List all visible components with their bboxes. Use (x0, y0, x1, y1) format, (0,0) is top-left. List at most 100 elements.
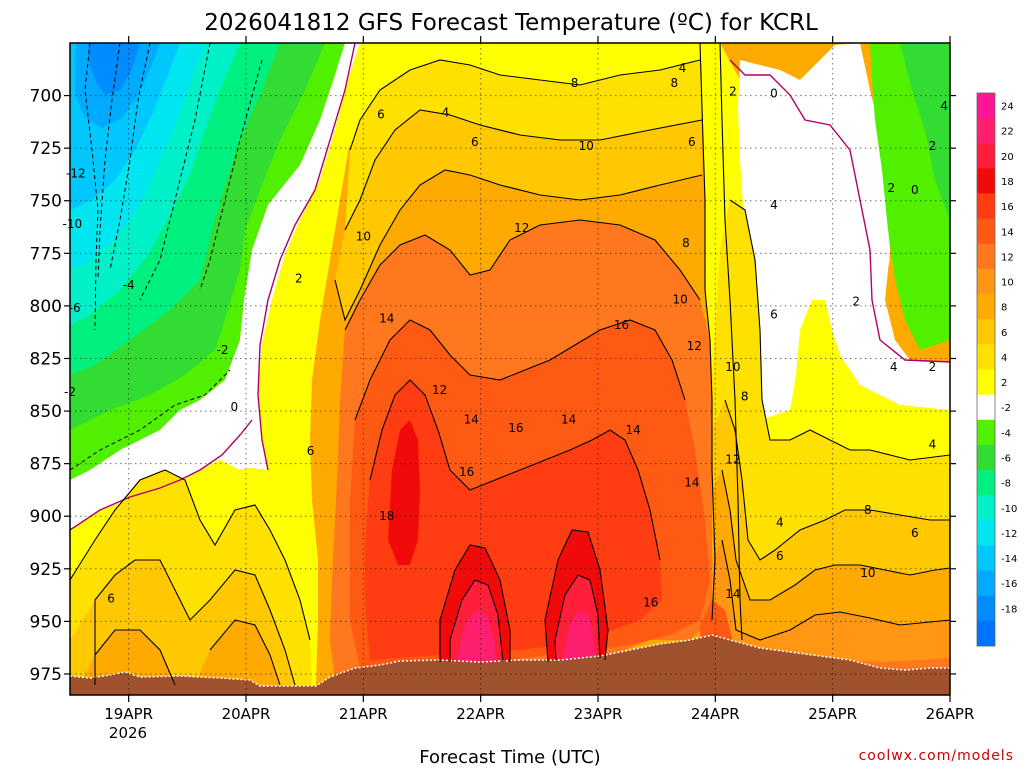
contour-label: 16 (643, 595, 658, 609)
contour-label: 4 (940, 99, 948, 113)
contour-label: 18 (379, 509, 394, 523)
colorbar-swatch (977, 143, 995, 169)
contour-label: 14 (561, 412, 576, 426)
field-front-white (738, 43, 950, 420)
colorbar-swatch (977, 470, 995, 496)
contour-label: 8 (864, 503, 872, 517)
terrain-edge (70, 634, 950, 687)
contour-label: -6 (69, 301, 81, 315)
x-tick-label: 20APR (222, 705, 271, 723)
x-tick-label: 25APR (808, 705, 857, 723)
contour-label: 16 (508, 421, 523, 435)
contour-label: 2 (852, 295, 860, 309)
terrain (70, 635, 950, 695)
colorbar-swatch (977, 369, 995, 395)
contour-label: 4 (929, 438, 937, 452)
contour-label: 8 (670, 76, 678, 90)
colorbar-tick-label: 10 (1001, 278, 1014, 289)
colorbar-tick-label: 24 (1001, 102, 1014, 113)
colorbar-tick-label: -2 (1001, 403, 1011, 414)
y-tick-label: 875 (30, 455, 62, 475)
contour-label: 6 (776, 549, 784, 563)
colorbar-tick-label: -4 (1001, 428, 1011, 439)
contour-label: 6 (471, 135, 479, 149)
y-tick-label: 750 (30, 192, 62, 212)
colorbar-swatch (977, 545, 995, 571)
x-year-label: 2026 (109, 724, 147, 742)
contour-label: 10 (579, 139, 594, 153)
colorbar-swatch (977, 218, 995, 245)
plot-frame (69, 42, 951, 696)
colorbar-tick-label: -14 (1001, 554, 1017, 565)
colorbar-tick-label: -12 (1001, 529, 1017, 540)
colorbar-tick-label: -16 (1001, 579, 1017, 590)
colorbar-tick-label: 4 (1001, 353, 1007, 364)
field-front-10 (712, 540, 950, 685)
contour-label: 8 (571, 76, 579, 90)
colorbar-swatch (977, 595, 995, 622)
colorbar-tick-label: -6 (1001, 453, 1011, 464)
colorbar-swatch (977, 118, 995, 144)
contour-label: 4 (770, 198, 778, 212)
colorbar-tick-label: 18 (1001, 177, 1014, 188)
field-warm-18 (388, 420, 608, 662)
contour-label: 8 (682, 236, 690, 250)
y-tick-label: 925 (30, 560, 62, 580)
colorbar-tick-label: -10 (1001, 504, 1017, 515)
x-axis: 19APR 20APR 21APR 22APR 23APR 24APR 25APR 26APR (104, 36, 974, 723)
contour-label: 12 (514, 221, 529, 235)
y-tick-label: 850 (30, 402, 62, 422)
contour-label: 8 (741, 389, 749, 403)
colorbar-tick-label: 20 (1001, 152, 1014, 163)
y-tick-label: 700 (30, 87, 62, 107)
x-tick-label: 19APR (104, 705, 153, 723)
field-orange-8-left (80, 620, 280, 685)
contour-label: 12 (432, 383, 447, 397)
x-tick-label: 26APR (926, 705, 975, 723)
contour-label: 14 (626, 423, 641, 437)
contour-label: 4 (776, 516, 784, 530)
contour-label: 0 (230, 400, 238, 414)
y-tick-label: 725 (30, 139, 62, 159)
contour-label: 2 (888, 181, 896, 195)
colorbar-swatch (977, 243, 995, 270)
field-warm-22 (456, 610, 596, 662)
contour-label: 4 (442, 105, 450, 119)
contour-label: 6 (377, 108, 385, 122)
colorbar-swatch (977, 419, 995, 446)
colorbar-tick-label: -18 (1001, 604, 1017, 615)
plot-area (70, 43, 950, 695)
contour-label: 6 (307, 444, 315, 458)
chart-title: 2026041812 GFS Forecast Temperature (ºC)… (204, 10, 818, 36)
x-tick-label: 22APR (456, 705, 505, 723)
contour-label: 14 (725, 587, 740, 601)
field-warm-6 (335, 110, 702, 320)
colorbar-tick-label: 14 (1001, 227, 1014, 238)
contour-label: 0 (770, 86, 778, 100)
contour-label: 6 (107, 591, 115, 605)
colorbar-tick-label: 2 (1001, 378, 1007, 389)
colorbar-swatch (977, 444, 995, 471)
contour-label: 6 (911, 526, 919, 540)
colorbar-swatch (977, 193, 995, 219)
colorbar-tick-label: 6 (1001, 328, 1007, 339)
colorbar-tick-label: 22 (1001, 127, 1014, 138)
colorbar-tick-label: -8 (1001, 479, 1011, 490)
y-tick-label: 950 (30, 612, 62, 632)
colorbar-swatch (977, 344, 995, 370)
contour-label: 4 (679, 61, 687, 75)
colorbar-swatch (977, 394, 995, 421)
field-zero-band-left (70, 43, 360, 530)
colorbar-swatch (977, 620, 995, 647)
y-tick-label: 775 (30, 244, 62, 264)
contour-label: 10 (672, 293, 687, 307)
contour-label: 12 (725, 452, 740, 466)
colorbar-swatch (977, 93, 995, 119)
contour-label: -2 (217, 343, 229, 357)
colorbar-frame (976, 92, 996, 647)
contour-label: 4 (890, 360, 898, 374)
contour-label: 2 (929, 139, 937, 153)
colorbar-swatch (977, 570, 995, 597)
y-tick-label: 975 (30, 665, 62, 685)
contour-label: 0 (911, 183, 919, 197)
